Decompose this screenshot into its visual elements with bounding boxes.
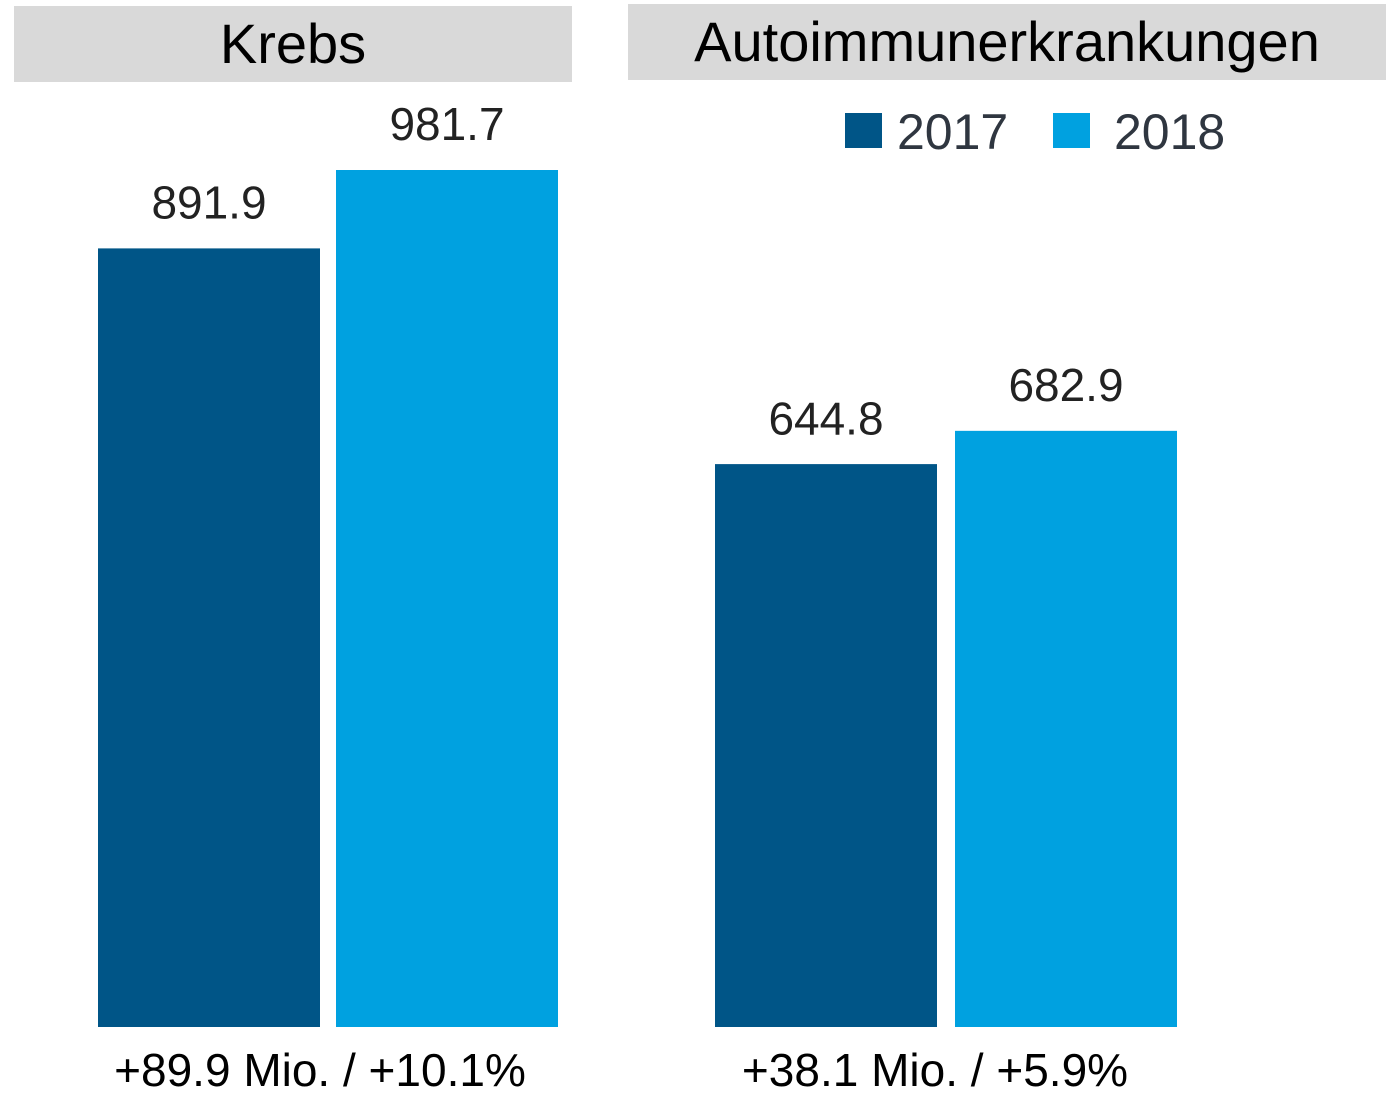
annotation: +89.9 Mio. / +10.1% [114, 1044, 526, 1095]
bar [336, 170, 558, 1027]
category-header: Krebs [220, 12, 366, 75]
annotation: +38.1 Mio. / +5.9% [742, 1044, 1128, 1095]
value-label: 682.9 [1008, 359, 1123, 411]
category-header-bg [14, 6, 572, 82]
legend-label: 2018 [1114, 104, 1225, 160]
value-label: 644.8 [768, 392, 883, 444]
value-label: 981.7 [389, 98, 504, 150]
category-header: Autoimmunerkrankungen [694, 10, 1320, 73]
legend-label: 2017 [897, 104, 1008, 160]
bar [98, 248, 320, 1027]
category-header-bg [628, 4, 1386, 80]
legend-swatch [845, 113, 882, 148]
value-label: 891.9 [151, 177, 266, 229]
bar [955, 430, 1177, 1027]
legend-swatch [1053, 113, 1090, 148]
bar [715, 464, 937, 1027]
